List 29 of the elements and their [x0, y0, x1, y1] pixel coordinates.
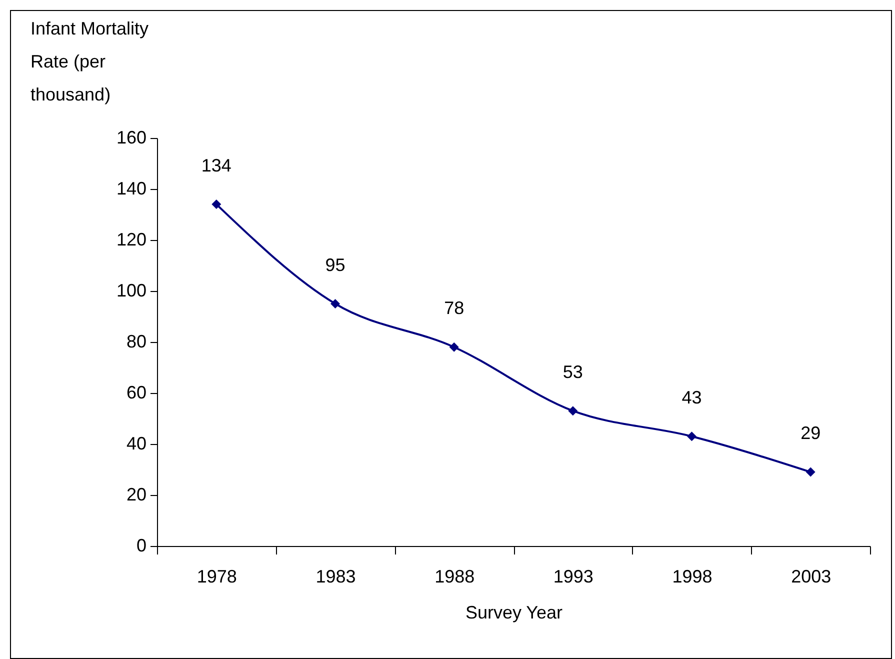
y-tick-label: 100 [116, 280, 146, 300]
x-axis-title: Survey Year [465, 602, 563, 622]
y-axis-title: Infant Mortality Rate (per thousand) [30, 18, 149, 104]
y-tick-label: 80 [126, 332, 146, 352]
y-tick-label: 20 [126, 484, 146, 504]
point [687, 432, 696, 442]
point [806, 467, 816, 477]
x-tick-label: 1998 [672, 566, 712, 586]
y-tick-label: 60 [126, 382, 146, 402]
x-tick-label: 1993 [553, 566, 594, 586]
y-tick-label: 160 [116, 128, 146, 148]
data-label: 53 [562, 362, 583, 382]
x-tick-label: 1988 [434, 566, 475, 586]
point [568, 406, 578, 416]
data-label: 43 [682, 387, 702, 408]
x-tick-label: 1978 [196, 566, 237, 586]
x-tick-label: 2003 [791, 566, 832, 586]
point [330, 299, 340, 308]
data-label: 134 [201, 155, 232, 176]
data-label: 95 [325, 254, 346, 275]
y-tick-label: 0 [136, 536, 146, 556]
x-tick-label: 1983 [316, 566, 356, 586]
data-label: 29 [800, 423, 821, 444]
y-tick-label: 140 [116, 178, 146, 198]
point [212, 200, 222, 210]
point [449, 342, 459, 352]
y-tick-label: 40 [126, 434, 146, 454]
y-tick-label: 120 [116, 230, 146, 250]
data-label: 78 [444, 298, 464, 318]
